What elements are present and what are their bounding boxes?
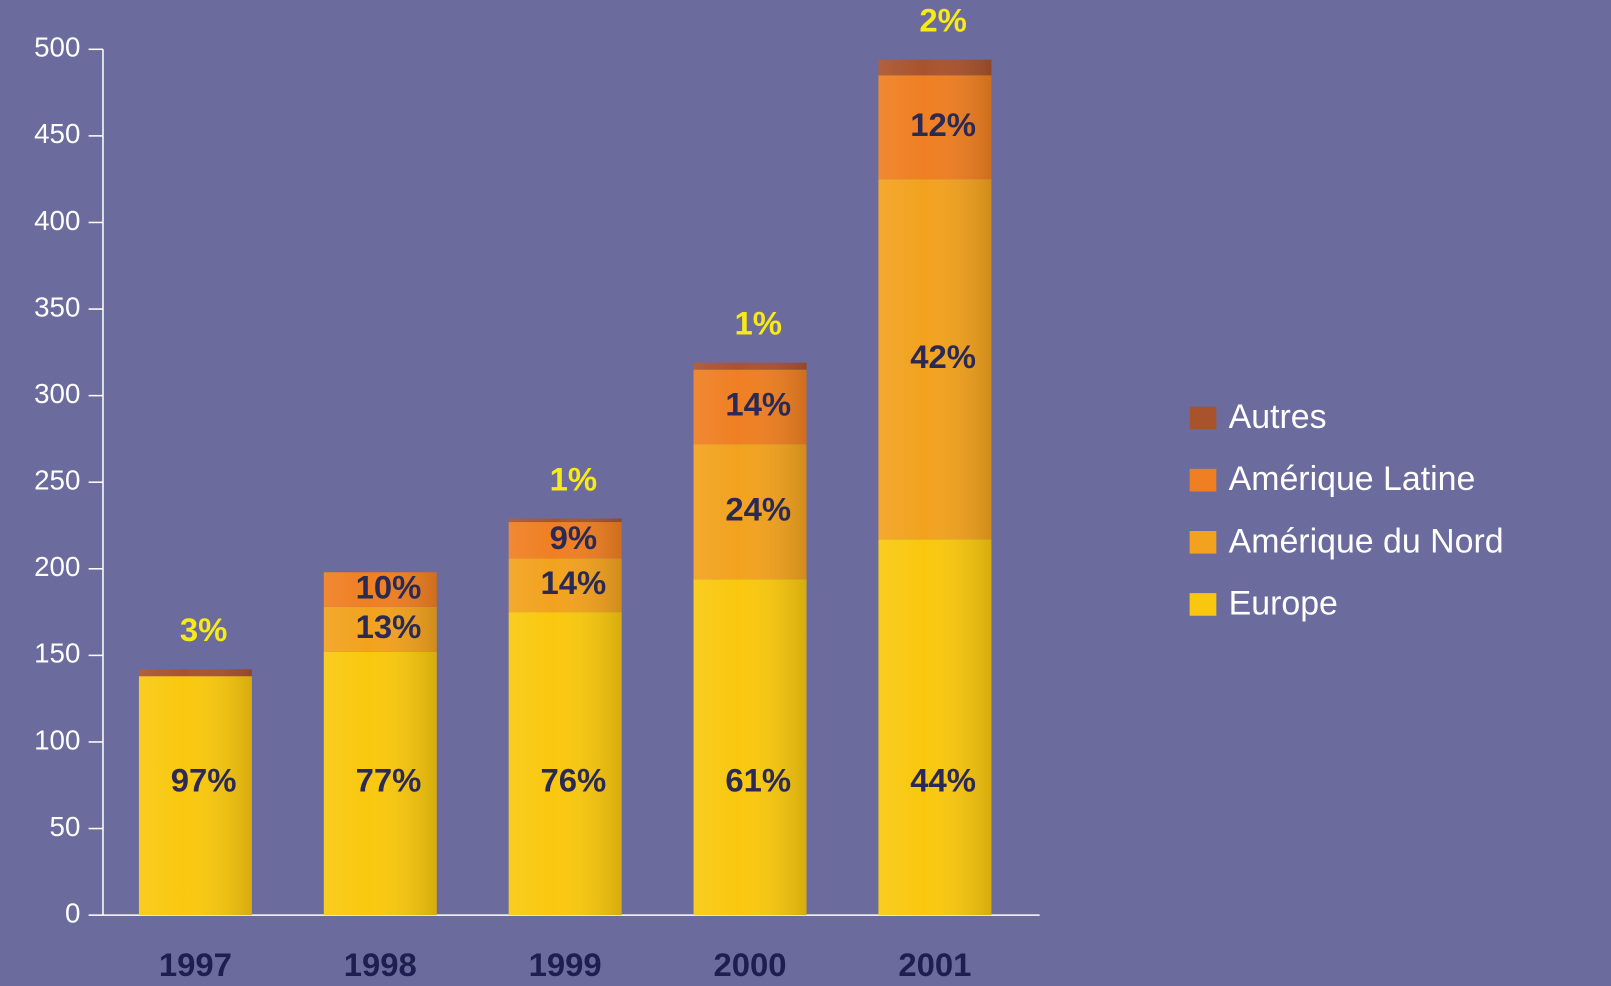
bar-shade: [878, 179, 992, 540]
bar-shade: [878, 539, 992, 916]
legend-label: Europe: [1229, 584, 1338, 622]
segment-label: 10%: [356, 568, 422, 605]
x-tick-label: 1997: [159, 946, 232, 983]
segment-label: 13%: [356, 608, 422, 645]
top-label: 1%: [550, 460, 598, 497]
y-tick-label: 0: [65, 897, 80, 928]
bar-shade: [693, 369, 807, 445]
bar-shade: [508, 522, 622, 559]
y-tick-label: 50: [50, 811, 81, 842]
legend-swatch: [1189, 406, 1217, 430]
bar-shade: [323, 651, 437, 916]
bar-shade: [693, 362, 807, 370]
legend-label: Amérique du Nord: [1229, 522, 1504, 560]
segment-label: 97%: [171, 761, 237, 798]
y-tick-label: 350: [34, 291, 80, 322]
bar-shade: [693, 444, 807, 580]
segment-label: 42%: [910, 338, 976, 375]
segment-label: 76%: [540, 761, 606, 798]
x-tick-label: 2001: [898, 946, 971, 983]
bar-shade: [878, 75, 992, 180]
y-tick-label: 450: [34, 118, 80, 149]
bar-shade: [508, 612, 622, 916]
legend-swatch: [1189, 531, 1217, 554]
segment-label: 14%: [540, 564, 606, 601]
segment-label: 44%: [910, 761, 976, 798]
bar-shade: [878, 59, 992, 76]
x-tick-label: 2000: [713, 946, 786, 983]
segment-label: 61%: [725, 761, 791, 798]
legend-swatch: [1189, 468, 1217, 492]
bar-shade: [693, 579, 807, 916]
bar-shade: [138, 676, 252, 916]
x-tick-label: 1998: [344, 946, 417, 983]
y-tick-label: 100: [34, 724, 80, 755]
y-tick-label: 150: [34, 638, 80, 669]
segment-label: 77%: [356, 761, 422, 798]
bar-shade: [323, 606, 437, 652]
bar-shade: [138, 669, 252, 677]
y-tick-label: 500: [34, 32, 80, 63]
legend-swatch: [1189, 593, 1217, 616]
legend-label: Autres: [1229, 398, 1327, 436]
x-tick-label: 1999: [529, 946, 602, 983]
legend-label: Amérique Latine: [1229, 460, 1476, 498]
y-tick-label: 200: [34, 551, 80, 582]
segment-label: 14%: [725, 386, 791, 423]
segment-label: 24%: [725, 490, 791, 527]
segment-label: 9%: [550, 519, 598, 556]
bar-shade: [508, 518, 622, 523]
segment-label: 12%: [910, 106, 976, 143]
y-tick-label: 250: [34, 465, 80, 496]
bar-shade: [323, 572, 437, 607]
y-tick-label: 400: [34, 205, 80, 236]
bar-shade: [508, 558, 622, 613]
top-label: 2%: [919, 1, 967, 38]
top-label: 1%: [735, 304, 783, 341]
top-label: 3%: [180, 611, 228, 648]
y-tick-label: 300: [34, 378, 80, 409]
